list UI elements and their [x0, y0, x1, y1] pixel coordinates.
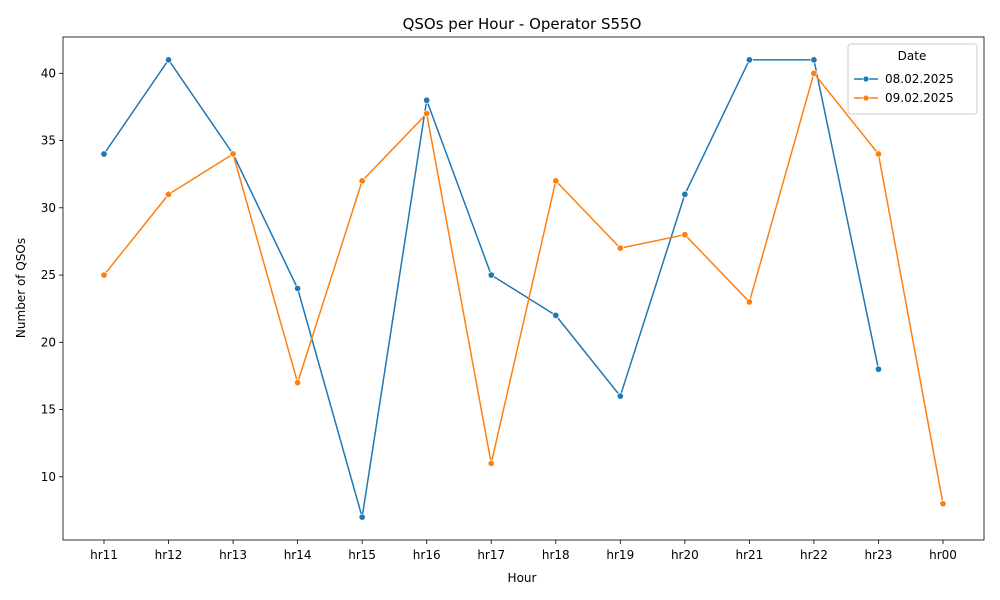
legend-marker-series-2	[862, 94, 870, 102]
y-tick-label-35: 35	[41, 134, 56, 148]
x-tick-label-hr21: hr21	[735, 548, 763, 562]
y-tick-label-25: 25	[41, 268, 56, 282]
data-point-series-2-hr20	[681, 231, 689, 239]
data-point-series-1-hr14	[294, 284, 302, 293]
x-tick-label-hr23: hr23	[865, 548, 893, 562]
data-point-series-1-hr22	[810, 56, 818, 64]
x-axis-label: Hour	[508, 571, 537, 585]
x-tick-label-hr18: hr18	[542, 548, 570, 562]
x-tick-label-hr14: hr14	[284, 548, 312, 562]
legend-label-series-2: 09.02.2025	[885, 91, 954, 105]
x-tick-label-hr13: hr13	[219, 548, 247, 562]
plot-area: hr11 hr12 hr13 hr14 hr15 hr16 hr17 hr18 hr19 hr20…	[41, 56, 957, 562]
legend-marker-series-1	[862, 75, 870, 83]
series-line-2	[103, 72, 944, 504]
legend: Date 08.02.2025 09.02.2025	[847, 43, 978, 115]
chart-title: QSOs per Hour - Operator S55O	[403, 15, 642, 33]
data-point-series-1-hr12	[164, 56, 173, 64]
data-point-series-2-hr16	[423, 110, 431, 118]
data-point-series-2-hr19	[616, 244, 624, 252]
data-point-series-1-hr18	[552, 311, 560, 319]
data-point-series-2-hr11	[100, 271, 108, 279]
data-point-series-1-hr20	[681, 190, 689, 198]
x-tick-label-hr00: hr00	[929, 548, 957, 562]
x-tick-label-hr22: hr22	[800, 548, 828, 562]
data-point-series-2-hr18	[552, 177, 560, 185]
y-tick-label-20: 20	[41, 335, 56, 349]
data-point-series-2-hr15	[358, 177, 366, 185]
y-tick-label-30: 30	[41, 201, 56, 215]
x-tick-label-hr20: hr20	[671, 548, 699, 562]
x-tick-label-hr15: hr15	[348, 548, 376, 562]
legend-title: Date	[898, 49, 927, 63]
plot-frame	[62, 36, 985, 541]
data-point-series-2-hr13	[229, 150, 237, 158]
x-tick-label-hr12: hr12	[155, 548, 183, 562]
data-point-series-2-hr22	[810, 69, 818, 77]
data-point-series-2-hr14	[294, 379, 302, 387]
data-point-series-1-hr17	[487, 271, 495, 279]
data-point-series-1-hr23	[874, 365, 883, 373]
data-point-series-2-hr23	[874, 150, 883, 158]
y-axis-label: Number of QSOs	[14, 238, 28, 338]
x-tick-label-hr11: hr11	[90, 548, 118, 562]
legend-label-series-1: 08.02.2025	[885, 72, 954, 86]
data-point-series-1-hr15	[358, 513, 366, 521]
y-tick-label-10: 10	[41, 470, 56, 484]
data-point-series-2-hr00	[939, 500, 947, 508]
data-point-series-2-hr21	[745, 298, 753, 306]
data-point-series-2-hr12	[164, 190, 173, 198]
data-point-series-1-hr11	[100, 150, 108, 158]
x-tick-label-hr19: hr19	[606, 548, 634, 562]
x-tick-label-hr16: hr16	[413, 548, 441, 562]
legend-frame	[847, 43, 978, 115]
y-tick-label-40: 40	[41, 66, 56, 80]
data-point-series-1-hr19	[616, 392, 624, 400]
data-point-series-1-hr21	[745, 56, 753, 64]
data-point-series-2-hr17	[487, 459, 495, 467]
y-tick-label-15: 15	[41, 403, 56, 417]
x-tick-label-hr17: hr17	[477, 548, 505, 562]
data-point-series-1-hr16	[423, 96, 431, 104]
